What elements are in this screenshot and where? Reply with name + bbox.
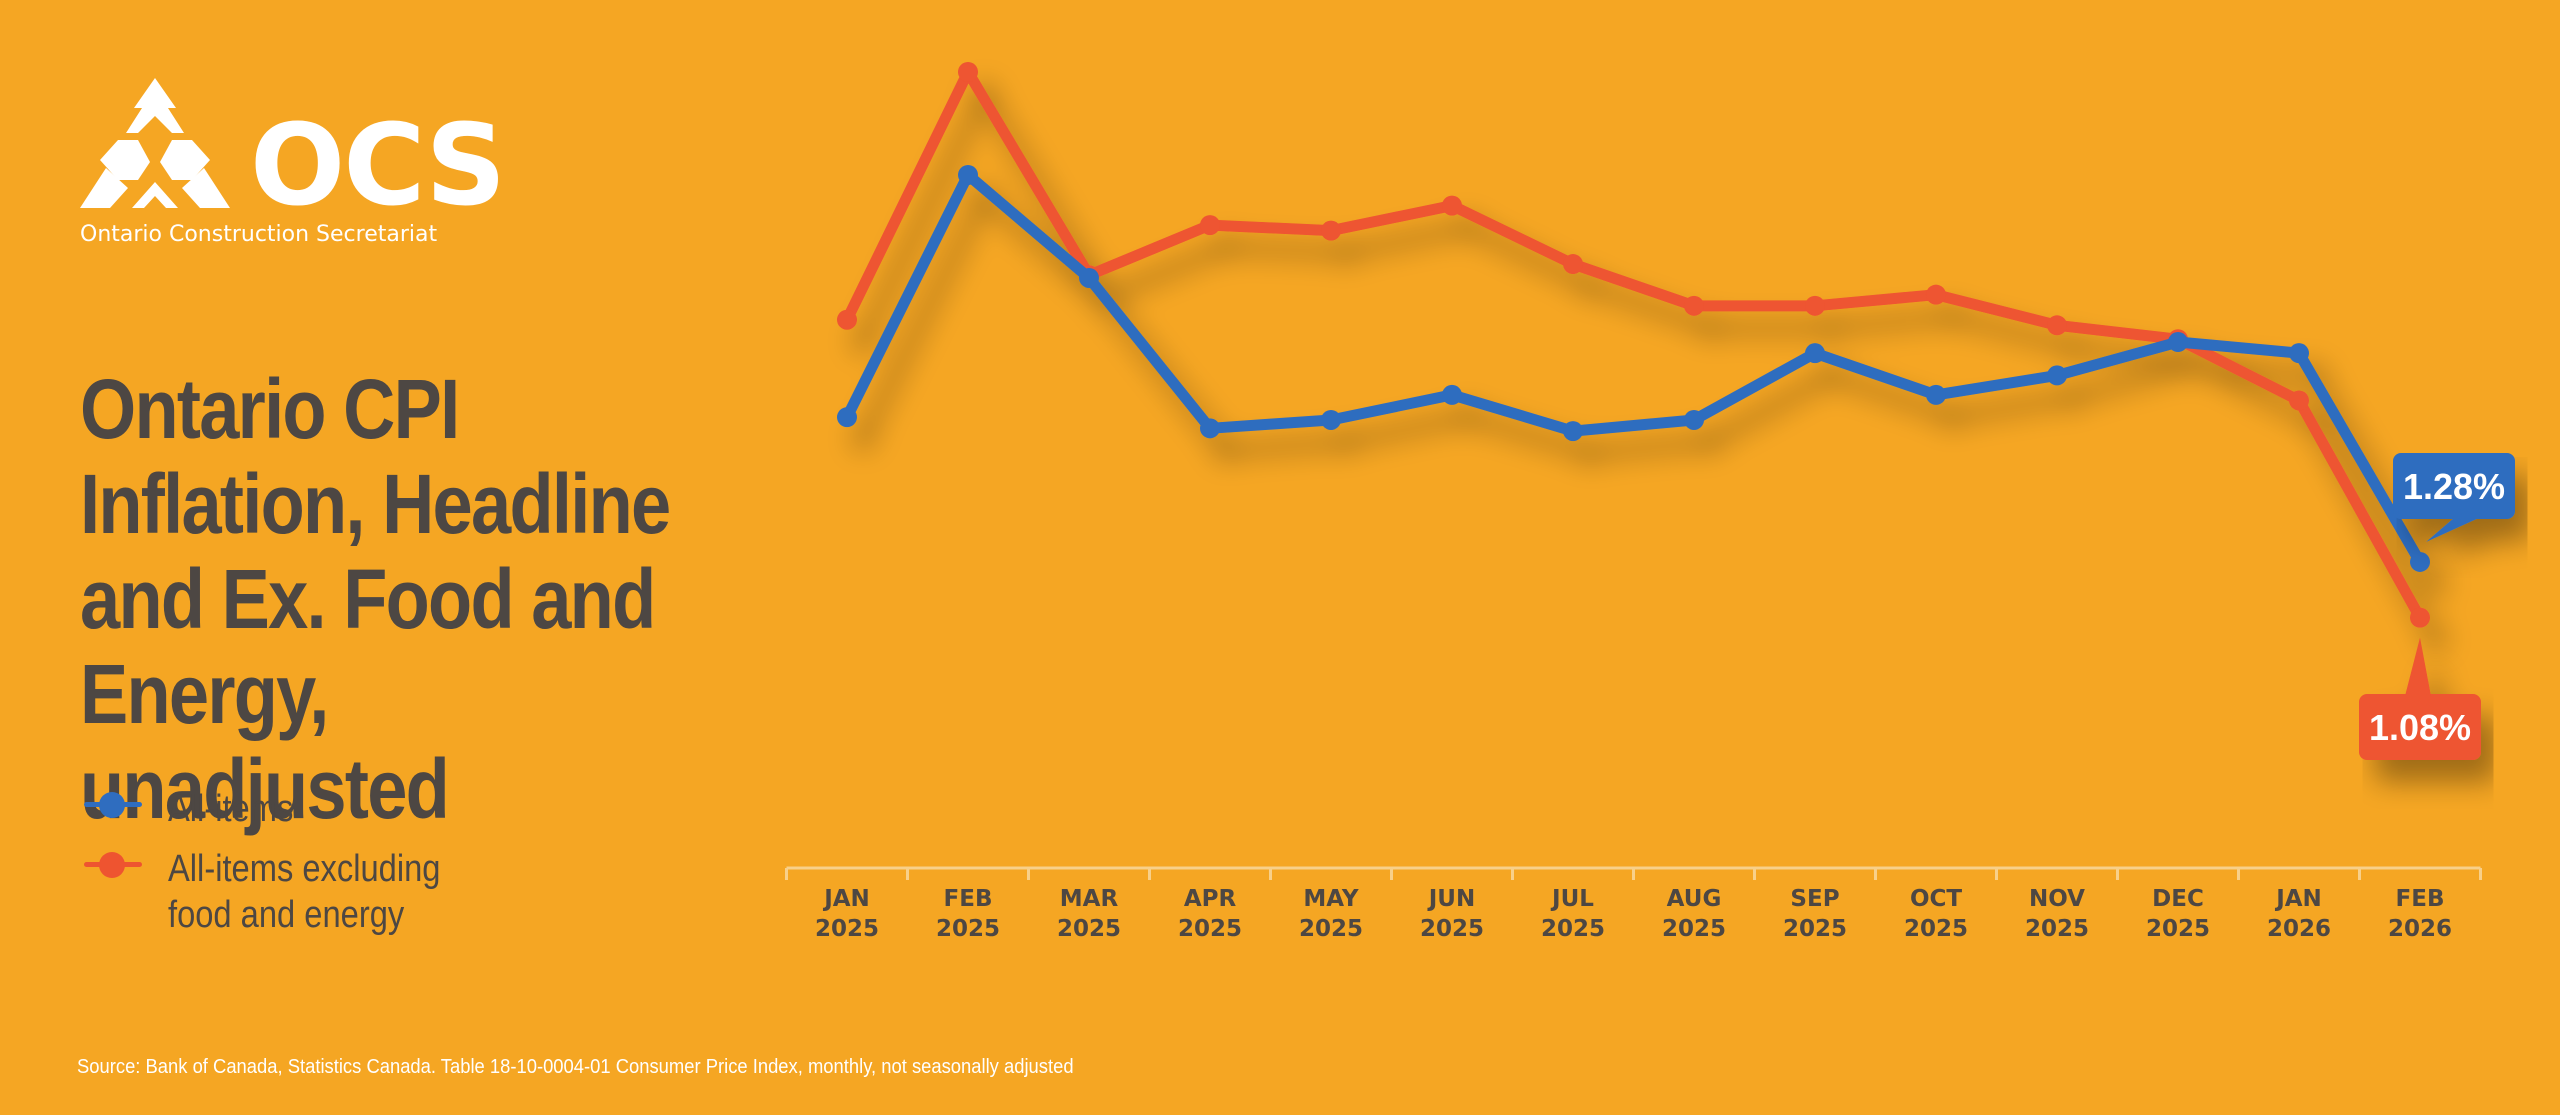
data-point [958, 61, 978, 82]
series-line [841, 169, 2426, 568]
chart-title: Ontario CPI Inflation, Headline and Ex. … [80, 362, 671, 836]
callout-box [2359, 694, 2481, 760]
data-point [2410, 551, 2430, 572]
callout-box [2393, 453, 2515, 519]
callout-label: 1.28% [2403, 466, 2505, 507]
data-point [2168, 332, 2188, 353]
x-tick-label: FEB 2026 [2388, 886, 2452, 942]
callout-all-items: 1.28% [2393, 453, 2515, 542]
brand-name: OCS [250, 101, 506, 231]
x-tick-label: SEP 2025 [1783, 886, 1847, 942]
data-point [1684, 409, 1704, 430]
x-tick-label: JAN 2026 [2267, 886, 2331, 942]
legend-marker-dot [99, 852, 125, 878]
series-ex-food-energy [837, 61, 2430, 628]
data-point [837, 407, 857, 428]
x-tick-label: NOV 2025 [2025, 886, 2089, 942]
callout-pointer [2405, 637, 2431, 696]
callout-pointer [2426, 517, 2481, 542]
x-tick-label: MAR 2025 [1057, 886, 1121, 942]
x-tick-label: JAN 2025 [815, 886, 879, 942]
legend-marker-dot [99, 792, 125, 818]
data-point [2289, 343, 2309, 364]
source-note: Source: Bank of Canada, Statistics Canad… [77, 1056, 1074, 1078]
data-point [1805, 295, 1825, 316]
data-point [1684, 295, 1704, 316]
data-point [1805, 343, 1825, 364]
x-tick-label: AUG 2025 [1662, 886, 1726, 942]
data-point [2289, 390, 2309, 411]
data-point [1321, 409, 1341, 430]
ocs-logo: OCS Ontario Construction Secretariat [80, 78, 506, 258]
data-point [1200, 215, 1220, 236]
series-all-items [837, 164, 2430, 572]
x-tick-label: JUN 2025 [1420, 886, 1484, 942]
x-tick-label: MAY 2025 [1299, 886, 1363, 942]
callout-ex-food-energy: 1.08% [2359, 637, 2481, 760]
data-point [1442, 195, 1462, 216]
x-tick-label: JUL 2025 [1541, 886, 1605, 942]
data-point [1079, 267, 1099, 288]
legend-marker-icon [84, 792, 142, 818]
data-point [1442, 384, 1462, 405]
legend-marker-icon [84, 852, 142, 878]
x-tick-label: FEB 2025 [936, 886, 1000, 942]
x-tick-label: OCT 2025 [1904, 886, 1968, 942]
callout-label: 1.08% [2369, 707, 2471, 748]
data-point [1926, 384, 1946, 405]
data-point [1321, 220, 1341, 241]
data-point [1563, 421, 1583, 442]
data-point [1200, 418, 1220, 439]
legend-label: All-items [168, 788, 294, 830]
series-line [841, 66, 2426, 624]
x-tick-label: APR 2025 [1178, 886, 1242, 942]
data-point [2047, 365, 2067, 386]
data-point [2047, 315, 2067, 336]
data-point [837, 309, 857, 330]
data-point [2410, 607, 2430, 628]
data-point [1563, 254, 1583, 275]
data-point [1926, 284, 1946, 305]
data-point [958, 164, 978, 185]
legend-label: All-items excluding food and energy [168, 848, 441, 936]
ocs-logo-mark-icon [80, 78, 230, 208]
x-tick-label: DEC 2025 [2146, 886, 2210, 942]
brand-subtitle: Ontario Construction Secretariat [80, 222, 438, 247]
